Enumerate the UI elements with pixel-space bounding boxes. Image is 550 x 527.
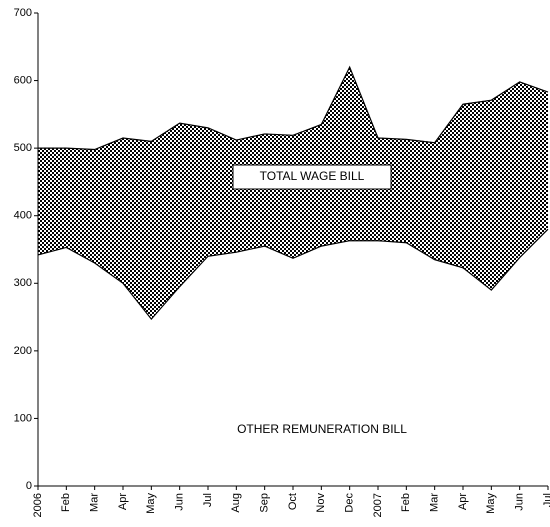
- x-tick-label: Sep: [259, 493, 271, 513]
- x-tick-label: Jul: [542, 493, 550, 507]
- series-line: [37, 228, 549, 321]
- x-tick-label: Mar: [429, 493, 441, 512]
- y-tick-label: 200: [14, 345, 32, 357]
- x-tick-label: Apr: [457, 493, 469, 510]
- y-tick-label: 500: [14, 142, 32, 154]
- y-tick-label: 600: [14, 74, 32, 86]
- x-tick-label: May: [145, 493, 157, 514]
- x-tick-label: 2006: [32, 493, 44, 517]
- annotation: TOTAL WAGE BILL: [260, 169, 365, 183]
- y-tick-label: 700: [14, 7, 32, 19]
- band-fill: [38, 67, 548, 320]
- x-tick-label: Feb: [60, 493, 72, 512]
- annotation: OTHER REMUNERATION BILL: [237, 422, 407, 436]
- series-line: [38, 65, 549, 151]
- x-tick-label: Oct: [287, 493, 299, 510]
- x-tick-label: Aug: [230, 493, 242, 513]
- x-tick-label: Jun: [174, 493, 186, 511]
- x-tick-label: 2007: [372, 493, 384, 517]
- y-tick-label: 100: [14, 412, 32, 424]
- x-tick-label: Jul: [202, 493, 214, 507]
- y-tick-label: 0: [26, 480, 32, 492]
- x-tick-label: Nov: [315, 493, 327, 513]
- x-tick-label: Mar: [89, 493, 101, 512]
- x-tick-label: Feb: [400, 493, 412, 512]
- x-tick-label: Jun: [514, 493, 526, 511]
- x-tick-label: May: [485, 493, 497, 514]
- y-tick-label: 400: [14, 210, 32, 222]
- annotation-box: [232, 164, 392, 190]
- x-tick-label: Dec: [344, 493, 356, 513]
- y-tick-label: 300: [14, 277, 32, 289]
- x-tick-label: Apr: [117, 493, 129, 510]
